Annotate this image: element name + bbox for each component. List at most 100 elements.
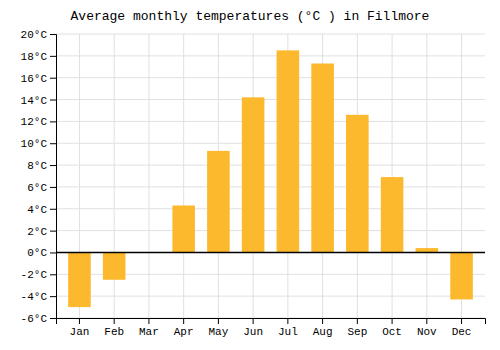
- grid-line: [56, 99, 485, 100]
- grid-line: [148, 34, 149, 318]
- x-tick: Nov: [417, 318, 437, 338]
- y-tick-label: 2°C: [27, 226, 47, 238]
- y-tick: -4°C: [21, 291, 56, 303]
- x-tick-mark: [79, 318, 80, 324]
- y-tick-mark: [50, 252, 56, 253]
- y-tick: 10°C: [21, 138, 56, 150]
- grid-line: [56, 230, 485, 231]
- grid-line: [56, 252, 485, 253]
- x-tick: Dec: [452, 318, 472, 338]
- y-tick-label: 12°C: [21, 116, 48, 128]
- x-axis: Jan Feb Mar Apr May Jun Jul Aug Sep Oct Nov Dec: [57, 318, 486, 338]
- y-tick-mark: [50, 231, 56, 232]
- x-tick-label: Jul: [278, 326, 298, 338]
- zero-line: [56, 252, 485, 254]
- y-tick-label: -6°C: [21, 313, 48, 325]
- x-tick-mark: [461, 318, 462, 324]
- x-tick-label: Dec: [452, 326, 472, 338]
- bars: [68, 50, 473, 307]
- y-tick: 14°C: [21, 95, 56, 107]
- y-tick-label: 18°C: [21, 51, 48, 63]
- y-tick: 6°C: [27, 182, 56, 194]
- y-tick-mark: [50, 78, 56, 79]
- y-tick-label: 16°C: [21, 73, 48, 85]
- x-tick-label: Sep: [347, 326, 367, 338]
- x-tick: Aug: [313, 318, 333, 338]
- x-tick-mark: [426, 318, 427, 324]
- y-tick-mark: [50, 34, 56, 35]
- y-axis: -6°C -4°C -2°C 0°C 2°C 4°C 6°C 8°C 10°C 12°C 14°C 1…: [21, 29, 57, 325]
- x-tick-mark: [357, 318, 358, 324]
- bar: [277, 50, 300, 252]
- grid-line: [56, 77, 485, 78]
- x-tick: Jul: [278, 318, 298, 338]
- bar: [346, 115, 369, 253]
- y-tick: 8°C: [27, 160, 56, 172]
- y-tick-mark: [50, 274, 56, 275]
- y-tick-label: -2°C: [21, 269, 48, 281]
- x-tick-label: Jun: [243, 326, 263, 338]
- x-tick-label: Feb: [104, 326, 124, 338]
- x-axis-line: [57, 319, 486, 325]
- y-tick-mark: [50, 100, 56, 101]
- x-tick: Feb: [104, 318, 124, 338]
- x-tick-mark: [322, 318, 323, 324]
- y-tick: 2°C: [27, 226, 56, 238]
- grid-line: [56, 34, 485, 35]
- x-tick-mark: [218, 318, 219, 324]
- y-tick: -6°C: [21, 313, 56, 325]
- bar: [311, 63, 334, 252]
- y-tick-mark: [50, 165, 56, 166]
- chart: Average monthly temperatures (°C ) in Fi…: [0, 0, 500, 350]
- grid-line: [56, 296, 485, 297]
- x-tick-label: Jan: [70, 326, 90, 338]
- y-tick-mark: [50, 209, 56, 210]
- x-tick-mark: [287, 318, 288, 324]
- y-tick-label: 20°C: [21, 29, 48, 41]
- bar: [103, 252, 126, 279]
- y-tick-mark: [50, 296, 56, 297]
- y-tick-mark: [50, 56, 56, 57]
- y-tick: 20°C: [21, 29, 56, 41]
- bar: [172, 205, 195, 252]
- x-tick-label: Aug: [313, 326, 333, 338]
- y-tick-label: 14°C: [21, 95, 48, 107]
- y-tick-label: 6°C: [27, 182, 47, 194]
- plot: -6°C -4°C -2°C 0°C 2°C 4°C 6°C 8°C 10°C 12°C 14°C 1…: [21, 29, 486, 338]
- grid-line: [56, 121, 485, 122]
- bar: [381, 177, 404, 252]
- x-tick-mark: [114, 318, 115, 324]
- x-tick-label: May: [208, 326, 228, 338]
- x-tick: Sep: [347, 318, 367, 338]
- x-tick: Apr: [174, 318, 194, 338]
- y-tick: -2°C: [21, 269, 56, 281]
- x-tick: May: [208, 318, 228, 338]
- y-tick: 16°C: [21, 73, 56, 85]
- grid-line: [56, 208, 485, 209]
- x-tick-mark: [148, 318, 149, 324]
- x-tick: Oct: [382, 318, 402, 338]
- y-tick-mark: [50, 187, 56, 188]
- x-tick-label: Apr: [174, 326, 194, 338]
- x-tick-mark: [183, 318, 184, 324]
- y-tick-label: -4°C: [21, 291, 48, 303]
- grid-line: [426, 34, 427, 318]
- y-tick-mark: [50, 143, 56, 144]
- y-tick: 0°C: [27, 247, 56, 259]
- x-tick-label: Nov: [417, 326, 437, 338]
- grid-line: [56, 143, 485, 144]
- x-tick: Jun: [243, 318, 263, 338]
- y-tick-label: 4°C: [27, 204, 47, 216]
- bar: [68, 252, 91, 307]
- y-axis-line: [50, 35, 57, 319]
- grid-line: [56, 165, 485, 166]
- y-tick-label: 8°C: [27, 160, 47, 172]
- bar: [450, 252, 473, 299]
- y-tick: 18°C: [21, 51, 56, 63]
- grid-line: [56, 55, 485, 56]
- grid-line: [392, 34, 393, 318]
- x-tick: Mar: [139, 318, 159, 338]
- x-tick-mark: [253, 318, 254, 324]
- chart-container: Average monthly temperatures (°C ) in Fi…: [0, 0, 500, 350]
- x-tick: Jan: [70, 318, 90, 338]
